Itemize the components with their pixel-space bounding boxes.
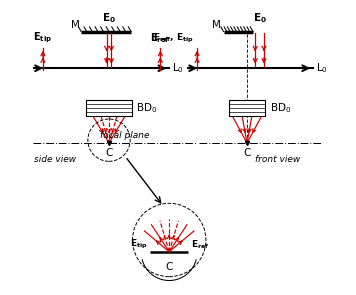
Text: $\mathrm{BD_0}$: $\mathrm{BD_0}$ xyxy=(270,101,291,115)
Text: $\mathrm{L_0}$: $\mathrm{L_0}$ xyxy=(316,61,328,75)
Text: C: C xyxy=(105,148,113,158)
Text: M: M xyxy=(71,20,80,30)
Text: $\mathbf{E_0}$: $\mathbf{E_0}$ xyxy=(253,11,267,25)
Text: $\mathrm{BD_0}$: $\mathrm{BD_0}$ xyxy=(136,101,157,115)
Text: $\mathbf{E_{ref}}$: $\mathbf{E_{ref}}$ xyxy=(151,32,170,45)
Text: focal plane: focal plane xyxy=(100,131,150,140)
Text: side view: side view xyxy=(33,155,76,164)
Bar xyxy=(229,100,265,116)
Text: C: C xyxy=(166,262,173,272)
Text: M: M xyxy=(212,20,221,30)
Text: $\mathbf{E_{tip}}$: $\mathbf{E_{tip}}$ xyxy=(130,238,147,251)
Text: front view: front view xyxy=(255,155,300,164)
Text: $\mathbf{E_{tip}}$: $\mathbf{E_{tip}}$ xyxy=(33,31,52,45)
Text: $\mathrm{L_0}$: $\mathrm{L_0}$ xyxy=(172,61,184,75)
Text: $\mathbf{E_0}$: $\mathbf{E_0}$ xyxy=(102,11,116,25)
Text: C: C xyxy=(243,148,251,158)
Text: $\mathbf{E_{ref}}$: $\mathbf{E_{ref}}$ xyxy=(191,238,210,251)
Bar xyxy=(86,100,132,116)
Text: $\mathbf{E_{ref}}$, $\mathbf{E_{tip}}$: $\mathbf{E_{ref}}$, $\mathbf{E_{tip}}$ xyxy=(153,32,194,45)
